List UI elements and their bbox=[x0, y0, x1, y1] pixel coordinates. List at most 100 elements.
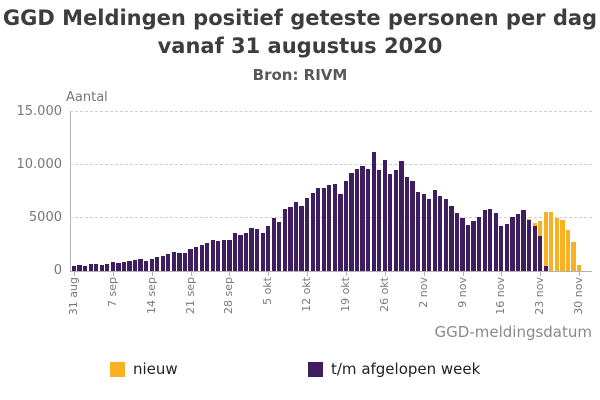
bar-old bbox=[144, 260, 149, 271]
bar-old bbox=[460, 218, 465, 271]
bar-old bbox=[171, 251, 177, 271]
bar-old bbox=[327, 184, 332, 271]
bar-old bbox=[216, 240, 221, 271]
legend-swatch bbox=[308, 362, 323, 377]
bar-old bbox=[293, 202, 299, 271]
bar-old bbox=[77, 265, 82, 271]
y-axis-title: Aantal bbox=[66, 90, 108, 105]
bar-old bbox=[482, 210, 487, 271]
bar-old bbox=[538, 236, 543, 271]
bar-old bbox=[438, 196, 443, 271]
bar-new bbox=[560, 219, 565, 271]
bar-old bbox=[338, 193, 343, 271]
bar-old bbox=[160, 256, 165, 271]
bar-new bbox=[576, 265, 582, 271]
x-tick-mark bbox=[268, 272, 270, 276]
bar-old bbox=[255, 228, 260, 271]
x-tick-mark bbox=[501, 272, 503, 276]
y-tick-label: 15.000 bbox=[16, 104, 63, 119]
x-tick-label: 12 okt bbox=[300, 277, 314, 312]
bar-old bbox=[210, 240, 215, 271]
x-tick-mark bbox=[151, 272, 153, 276]
bar-old bbox=[465, 224, 471, 271]
x-axis-line bbox=[70, 271, 592, 272]
x-tick-mark bbox=[229, 272, 231, 276]
bar-old bbox=[188, 249, 193, 271]
bar-old bbox=[510, 217, 515, 271]
bar-old bbox=[526, 220, 532, 271]
x-tick-label: 14 sep bbox=[144, 277, 158, 314]
legend-item-nieuw: nieuw bbox=[110, 361, 178, 378]
bar-new bbox=[538, 221, 543, 236]
bar-old bbox=[415, 191, 421, 271]
x-tick-mark bbox=[462, 272, 464, 276]
bar-old bbox=[149, 258, 154, 271]
bar-old bbox=[499, 226, 504, 271]
y-tick-label: 0 bbox=[53, 263, 62, 278]
y-tick-label: 5000 bbox=[28, 210, 62, 225]
bar-old bbox=[366, 168, 371, 271]
x-tick-mark bbox=[423, 272, 425, 276]
bar-old bbox=[521, 210, 526, 271]
bar-old bbox=[127, 261, 132, 271]
x-tick-mark bbox=[74, 272, 75, 276]
bar-old bbox=[288, 207, 293, 271]
bar-old bbox=[360, 165, 365, 271]
y-axis-line bbox=[70, 112, 71, 271]
bar-old bbox=[310, 192, 315, 271]
gridline-10000 bbox=[70, 164, 592, 165]
bar-old bbox=[105, 264, 110, 271]
bar-old bbox=[182, 252, 188, 271]
x-tick-label: 21 sep bbox=[183, 277, 197, 314]
x-tick-label: 23 nov bbox=[533, 277, 547, 315]
bar-new bbox=[543, 212, 548, 267]
bar-old bbox=[116, 263, 121, 271]
bar-old bbox=[410, 180, 415, 271]
bar-old bbox=[71, 266, 77, 271]
bar-old bbox=[371, 151, 376, 271]
bar-old bbox=[232, 233, 238, 271]
chart-subtitle: Bron: RIVM bbox=[252, 66, 348, 84]
bar-old bbox=[543, 266, 548, 271]
bar-old bbox=[493, 212, 498, 271]
bar-old bbox=[477, 216, 482, 271]
x-tick-mark bbox=[384, 272, 386, 276]
bar-old bbox=[155, 256, 160, 271]
bar-old bbox=[138, 259, 143, 271]
bar-old bbox=[193, 247, 199, 271]
bar-old bbox=[132, 259, 138, 271]
x-tick-label: 30 nov bbox=[572, 277, 586, 315]
legend-label: t/m afgelopen week bbox=[331, 360, 481, 378]
x-tick-label: 28 sep bbox=[222, 277, 236, 314]
bar-old bbox=[504, 223, 510, 271]
x-tick-label: 5 okt bbox=[261, 277, 275, 305]
bar-old bbox=[238, 235, 243, 271]
bar-old bbox=[393, 170, 399, 271]
x-tick-label: 26 okt bbox=[377, 277, 391, 312]
x-tick-label: 9 nov bbox=[455, 277, 469, 308]
x-tick-label: 19 okt bbox=[338, 277, 352, 312]
bar-new bbox=[532, 222, 537, 226]
bar-old bbox=[249, 228, 254, 271]
legend-label: nieuw bbox=[133, 360, 178, 378]
x-tick-mark bbox=[190, 272, 192, 276]
bar-new bbox=[571, 241, 576, 271]
bar-old bbox=[205, 243, 210, 271]
legend-swatch bbox=[110, 362, 125, 377]
gridline-15000 bbox=[70, 111, 592, 112]
x-tick-mark bbox=[345, 272, 347, 276]
bar-old bbox=[221, 240, 226, 271]
bar-old bbox=[449, 206, 454, 271]
bar-old bbox=[382, 160, 387, 271]
bar-old bbox=[304, 198, 310, 271]
bar-old bbox=[316, 187, 321, 271]
bar-old bbox=[88, 264, 93, 271]
bar-old bbox=[454, 212, 460, 271]
bar-old bbox=[332, 184, 337, 271]
bar-old bbox=[432, 189, 437, 271]
bar-old bbox=[399, 160, 404, 271]
bar-old bbox=[271, 218, 276, 271]
x-tick-label: 16 nov bbox=[494, 277, 508, 315]
bar-old bbox=[227, 239, 232, 271]
